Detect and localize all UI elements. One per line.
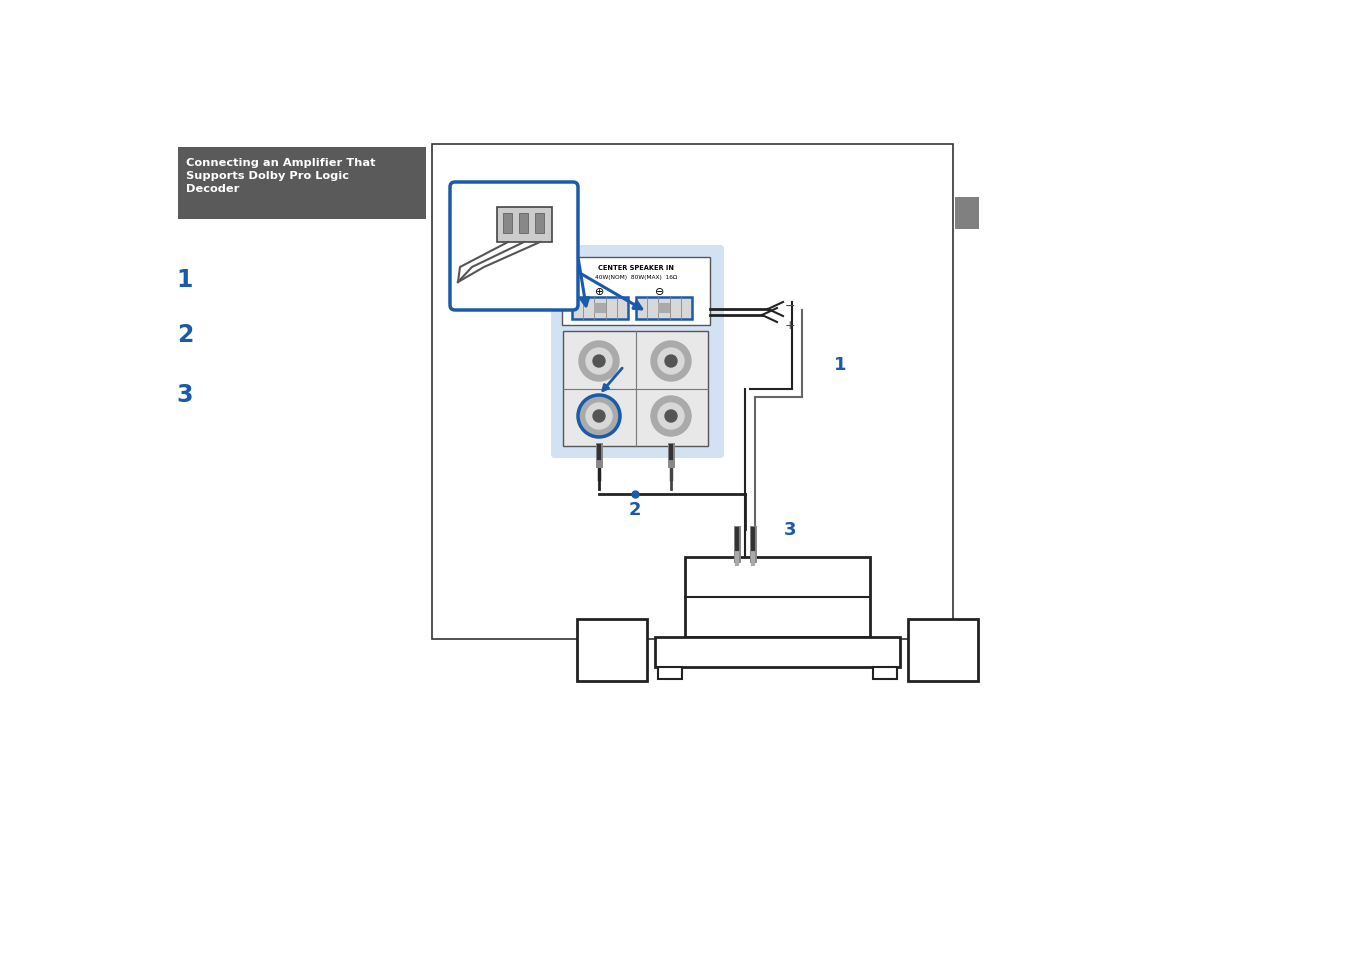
FancyBboxPatch shape xyxy=(503,213,512,233)
Text: 40W(NOM)  80W(MAX)  16Ω: 40W(NOM) 80W(MAX) 16Ω xyxy=(594,274,677,280)
FancyBboxPatch shape xyxy=(519,213,528,233)
Text: −: − xyxy=(785,299,795,313)
FancyBboxPatch shape xyxy=(431,145,953,639)
Circle shape xyxy=(580,396,619,436)
Text: 2: 2 xyxy=(177,323,193,347)
Text: ⊕: ⊕ xyxy=(596,287,605,296)
Circle shape xyxy=(586,403,612,430)
FancyBboxPatch shape xyxy=(685,558,869,638)
FancyBboxPatch shape xyxy=(594,304,607,314)
FancyBboxPatch shape xyxy=(874,667,896,679)
Circle shape xyxy=(665,411,677,422)
FancyBboxPatch shape xyxy=(909,619,979,681)
Circle shape xyxy=(658,403,683,430)
FancyBboxPatch shape xyxy=(563,332,708,447)
Circle shape xyxy=(593,355,605,368)
Circle shape xyxy=(586,349,612,375)
FancyBboxPatch shape xyxy=(497,208,551,243)
FancyBboxPatch shape xyxy=(450,183,578,311)
Circle shape xyxy=(651,396,692,436)
FancyBboxPatch shape xyxy=(572,297,628,319)
Text: +: + xyxy=(785,319,795,333)
Circle shape xyxy=(593,411,605,422)
FancyBboxPatch shape xyxy=(535,213,545,233)
FancyBboxPatch shape xyxy=(658,304,670,314)
Text: 1: 1 xyxy=(177,268,193,292)
Circle shape xyxy=(658,349,683,375)
FancyBboxPatch shape xyxy=(551,246,724,458)
FancyBboxPatch shape xyxy=(577,619,647,681)
FancyBboxPatch shape xyxy=(636,297,692,319)
FancyBboxPatch shape xyxy=(178,148,426,220)
Text: 1: 1 xyxy=(834,355,847,374)
FancyBboxPatch shape xyxy=(655,638,900,667)
Text: 3: 3 xyxy=(177,382,193,407)
Text: ⊖: ⊖ xyxy=(655,287,665,296)
Circle shape xyxy=(580,341,619,381)
Text: 3: 3 xyxy=(783,520,797,538)
FancyBboxPatch shape xyxy=(562,257,710,326)
FancyBboxPatch shape xyxy=(954,198,979,230)
Text: CENTER SPEAKER IN: CENTER SPEAKER IN xyxy=(599,265,674,271)
Text: 2: 2 xyxy=(628,500,642,518)
Circle shape xyxy=(665,355,677,368)
Circle shape xyxy=(651,341,692,381)
Text: Connecting an Amplifier That
Supports Dolby Pro Logic
Decoder: Connecting an Amplifier That Supports Do… xyxy=(186,158,376,194)
FancyBboxPatch shape xyxy=(658,667,682,679)
